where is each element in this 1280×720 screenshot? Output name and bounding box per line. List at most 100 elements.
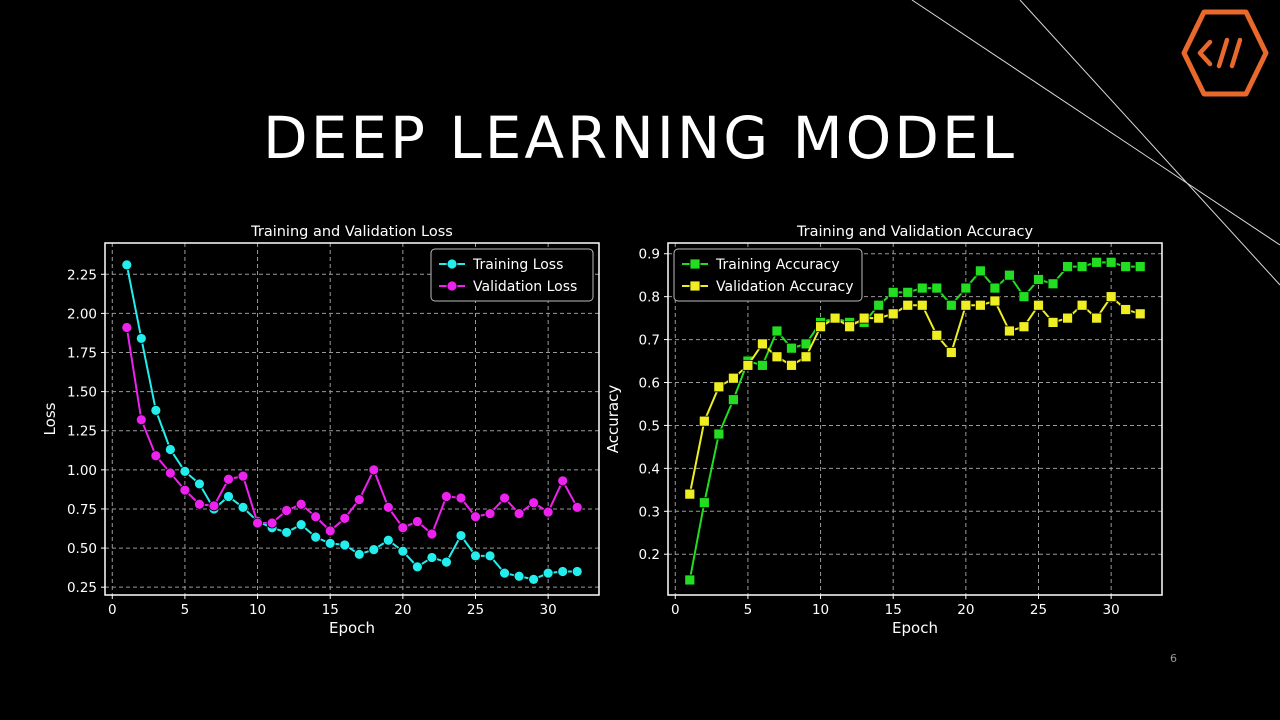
training-accuracy-point bbox=[1033, 274, 1044, 285]
training-accuracy-point bbox=[945, 299, 957, 311]
validation-loss-point bbox=[455, 492, 467, 504]
training-loss-point bbox=[470, 550, 481, 562]
validation-loss-point bbox=[528, 497, 540, 509]
validation-accuracy-point bbox=[1105, 291, 1117, 303]
validation-loss-point bbox=[310, 511, 322, 523]
validation-loss-point bbox=[353, 494, 365, 505]
training-loss-point bbox=[223, 491, 234, 502]
x-axis-label: Epoch bbox=[329, 619, 375, 637]
training-accuracy-point bbox=[1076, 261, 1088, 273]
validation-loss-point bbox=[382, 501, 394, 513]
training-loss-point bbox=[164, 444, 176, 455]
y-axis-label: Loss bbox=[41, 402, 59, 435]
x-tick-label: 0 bbox=[671, 602, 680, 618]
validation-accuracy-point bbox=[1076, 299, 1088, 311]
training-accuracy-legend-label: Training Accuracy bbox=[715, 257, 840, 273]
training-accuracy-point bbox=[786, 342, 797, 354]
validation-accuracy-point bbox=[916, 299, 928, 311]
training-loss-point bbox=[426, 552, 438, 563]
validation-accuracy-point bbox=[1134, 308, 1146, 320]
training-accuracy-point bbox=[684, 574, 696, 586]
training-accuracy-point bbox=[800, 338, 812, 350]
validation-accuracy-point bbox=[1091, 312, 1103, 324]
training-accuracy-point bbox=[873, 299, 885, 311]
validation-accuracy-point bbox=[887, 308, 899, 320]
validation-accuracy-point bbox=[858, 312, 870, 324]
training-accuracy-point bbox=[1120, 261, 1132, 273]
validation-loss-point bbox=[484, 508, 496, 520]
chart-title: Training and Validation Accuracy bbox=[796, 224, 1034, 240]
validation-accuracy-point bbox=[786, 359, 797, 371]
x-tick-label: 5 bbox=[181, 602, 190, 618]
training-accuracy-point bbox=[698, 497, 710, 509]
validation-accuracy-point bbox=[742, 359, 754, 371]
training-accuracy-point bbox=[902, 286, 914, 298]
training-accuracy-point bbox=[887, 286, 899, 298]
training-accuracy-point bbox=[960, 282, 972, 294]
training-accuracy-point bbox=[1004, 269, 1015, 281]
training-loss-point bbox=[571, 566, 583, 577]
training-loss-point bbox=[542, 567, 554, 579]
validation-accuracy-point bbox=[989, 295, 1001, 307]
training-loss-point bbox=[237, 501, 249, 513]
training-loss-point bbox=[339, 539, 351, 551]
training-accuracy-point bbox=[974, 265, 986, 277]
validation-loss-point bbox=[542, 506, 554, 518]
x-tick-label: 10 bbox=[812, 602, 829, 618]
x-tick-label: 20 bbox=[394, 602, 411, 618]
training-accuracy-legend-marker bbox=[689, 258, 701, 270]
training-loss-point bbox=[484, 550, 496, 562]
y-tick-label: 2.00 bbox=[67, 306, 97, 322]
y-tick-label: 0.7 bbox=[639, 333, 660, 349]
legend: Training Accuracy Validation Accuracy bbox=[673, 248, 863, 302]
y-tick-label: 0.4 bbox=[639, 461, 660, 477]
x-tick-label: 15 bbox=[885, 602, 902, 618]
y-tick-label: 2.25 bbox=[67, 267, 97, 283]
validation-accuracy-point bbox=[844, 321, 856, 333]
y-tick-label: 0.6 bbox=[639, 376, 660, 392]
validation-loss-point bbox=[135, 414, 147, 426]
validation-accuracy-point bbox=[1033, 299, 1044, 311]
validation-loss-point bbox=[237, 470, 249, 482]
validation-loss-point bbox=[208, 500, 220, 512]
training-accuracy-point bbox=[931, 282, 943, 294]
training-loss-line bbox=[125, 264, 578, 581]
validation-loss-point bbox=[339, 512, 351, 524]
y-tick-label: 0.3 bbox=[639, 504, 660, 520]
training-loss-point bbox=[324, 537, 336, 549]
plot-frame bbox=[667, 242, 1163, 596]
validation-accuracy-point bbox=[1004, 325, 1015, 337]
validation-loss-point bbox=[441, 491, 452, 502]
validation-accuracy-point bbox=[713, 381, 725, 393]
x-tick-label: 25 bbox=[1030, 602, 1047, 618]
validation-accuracy-point bbox=[931, 329, 943, 341]
legend-box bbox=[673, 248, 863, 302]
training-accuracy-point bbox=[757, 359, 768, 371]
training-accuracy-point bbox=[1105, 256, 1117, 268]
validation-loss-point bbox=[426, 528, 438, 540]
training-loss-point bbox=[382, 534, 394, 546]
training-accuracy-point bbox=[1134, 261, 1146, 273]
training-loss-point bbox=[397, 545, 409, 557]
validation-accuracy-line bbox=[688, 295, 1141, 495]
validation-loss-point bbox=[571, 501, 583, 513]
y-tick-label: 0.25 bbox=[67, 580, 97, 596]
validation-loss-legend-label: Validation Loss bbox=[473, 279, 577, 295]
validation-loss-point bbox=[164, 467, 176, 479]
training-loss-point bbox=[557, 566, 569, 577]
x-tick-label: 25 bbox=[467, 602, 484, 618]
validation-accuracy-point bbox=[815, 321, 826, 333]
y-axis-label: Accuracy bbox=[604, 385, 622, 454]
validation-accuracy-point bbox=[684, 488, 696, 500]
x-tick-label: 0 bbox=[108, 602, 117, 618]
training-loss-point bbox=[310, 531, 322, 543]
training-loss-point bbox=[295, 519, 307, 531]
training-accuracy-point bbox=[1047, 278, 1059, 290]
validation-loss-point bbox=[324, 525, 336, 537]
training-loss-point bbox=[441, 556, 452, 568]
chart-title: Training and Validation Loss bbox=[250, 224, 453, 240]
training-accuracy-point bbox=[1091, 256, 1103, 268]
validation-accuracy-point bbox=[1018, 321, 1030, 333]
training-loss-point bbox=[135, 333, 147, 344]
training-accuracy-point bbox=[989, 282, 1001, 294]
